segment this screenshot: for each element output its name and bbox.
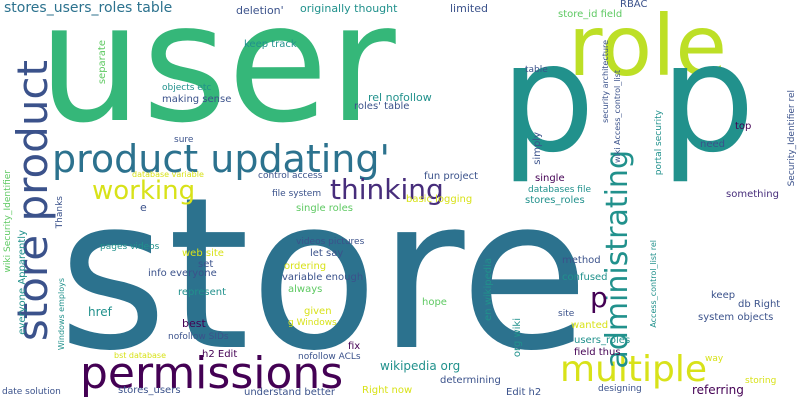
cloud-word-bst-database: bst database [114, 351, 167, 360]
cloud-word-confused: confused [562, 272, 608, 283]
cloud-word-wiki-security-identifier: wiki Security_Identifier [3, 170, 13, 273]
cloud-word-understand-better: understand better [244, 387, 336, 398]
cloud-word-rel-nofollow: rel nofollow [368, 91, 432, 104]
cloud-word-variable-enough: variable enough [282, 272, 364, 283]
cloud-word-info-everyone: info everyone [148, 268, 217, 279]
cloud-word-thanks: Thanks [55, 196, 65, 229]
cloud-word-something: something [726, 189, 779, 200]
cloud-word-objects-etc: objects etc [162, 83, 212, 93]
cloud-word-determining: determining [440, 375, 501, 386]
cloud-word-roles-table: roles' table [354, 101, 410, 112]
cloud-word-fix: fix [348, 341, 361, 352]
cloud-word-sure: sure [174, 135, 194, 145]
cloud-word-edit-h2: Edit h2 [506, 387, 542, 398]
cloud-word-single-roles: single roles [296, 203, 353, 214]
cloud-word-separate: separate [97, 40, 108, 85]
cloud-word-let-say: let say [310, 248, 344, 259]
cloud-word-security-identifier-rel: Security_Identifier rel [787, 90, 797, 187]
cloud-word-db-right: db Right [738, 299, 781, 310]
cloud-word-stores-users-roles-table: stores_users_roles table [4, 0, 173, 16]
cloud-word-e: e [140, 201, 147, 214]
cloud-word-portal-security: portal security [654, 110, 664, 176]
cloud-word-thinking: thinking [330, 173, 444, 206]
cloud-word-ordering: ordering [284, 261, 327, 272]
cloud-word-limited: limited [450, 2, 488, 15]
cloud-word-user: user [38, 0, 396, 159]
cloud-word-table: table [525, 65, 548, 75]
cloud-word-nofollow-sids: nofollow SIDs [168, 332, 229, 342]
cloud-word-keep: keep [711, 290, 736, 301]
cloud-word-rbac: RBAC [620, 0, 648, 10]
cloud-word-right-now: Right now [362, 385, 413, 396]
cloud-word-top: top [735, 121, 752, 132]
cloud-word-need: need [700, 139, 725, 150]
cloud-word-keep-track: keep track [244, 39, 297, 50]
cloud-word-org-wiki: org wiki [512, 318, 523, 358]
cloud-word-videos-pictures: videos pictures [296, 237, 365, 247]
cloud-word-access-control-list-rel: Access_control_list rel [649, 240, 658, 328]
cloud-word-making-sense: making sense [162, 94, 232, 105]
cloud-word-working: working [92, 176, 196, 206]
cloud-word-field-thus: field thus [574, 347, 621, 358]
cloud-word-way: way [705, 354, 724, 364]
cloud-word-stores-roles: stores_roles [525, 195, 585, 206]
cloud-word-h2-edit: h2 Edit [202, 349, 238, 360]
cloud-word-role: role [568, 0, 728, 95]
cloud-word-referring: referring [692, 383, 744, 397]
cloud-word-site: site [558, 309, 575, 319]
cloud-word-security-architecture: security architecture [601, 40, 610, 123]
cloud-word-date-solution: date solution [2, 387, 61, 397]
cloud-word-everyone-apparently: everyone Apparently [17, 230, 28, 335]
cloud-word-deletion: deletion' [236, 4, 284, 17]
cloud-word-users-roles: users_roles [574, 335, 631, 346]
cloud-word-p-small: p [590, 281, 608, 314]
cloud-word-database-variable: database variable [132, 170, 204, 179]
cloud-word-fun-project: fun project [424, 171, 479, 182]
cloud-word-hope: hope [422, 297, 447, 308]
cloud-word-wikipedia-org: wikipedia org [380, 359, 461, 373]
cloud-word-wanted: wanted [571, 320, 609, 331]
cloud-word-given: given [304, 306, 332, 317]
cloud-word-basic-logging: basic logging [406, 194, 473, 205]
cloud-word-web-site: web site [182, 248, 224, 259]
cloud-word-pages-videos: pages videos [100, 242, 160, 252]
cloud-word-g-windows: g Windows [288, 318, 337, 328]
cloud-word-simply: simply [532, 132, 543, 165]
cloud-word-originally-thought: originally thought [300, 2, 398, 15]
cloud-word-best: best [182, 317, 206, 330]
cloud-word-stores-users: stores_users [118, 385, 181, 396]
cloud-word-single: single [535, 173, 565, 184]
cloud-word-windows-employs: Windows employs [57, 278, 66, 351]
cloud-word-system-objects: system objects [698, 312, 774, 323]
cloud-word-databases-file: databases file [528, 185, 591, 195]
cloud-word-control-access: control access [258, 171, 323, 181]
cloud-word-store: store [58, 152, 590, 397]
cloud-word-href: href [88, 305, 112, 319]
cloud-word-always: always [288, 284, 323, 295]
cloud-word-represent: represent [178, 287, 227, 298]
cloud-word-wiki-access-control-list: wiki Access_control_list [613, 70, 622, 164]
cloud-word-file-system: file system [272, 189, 322, 199]
cloud-word-set: set [198, 259, 214, 270]
cloud-word-en-wikipedia: en wikipedia [483, 258, 494, 321]
cloud-word-product-updating: product updating' [52, 137, 390, 181]
cloud-word-permissions: permissions [80, 348, 344, 399]
cloud-word-store-id-field: store_id field [558, 9, 623, 20]
cloud-word-method: method [562, 255, 601, 266]
cloud-word-storing: storing [745, 376, 777, 386]
cloud-word-multiple: multiple [560, 349, 708, 390]
cloud-word-p-large-1: p [500, 12, 596, 186]
cloud-word-p-large-2: p [660, 12, 756, 186]
cloud-word-designing: designing [598, 384, 642, 394]
cloud-word-nofollow-acls: nofollow ACLs [298, 352, 361, 362]
